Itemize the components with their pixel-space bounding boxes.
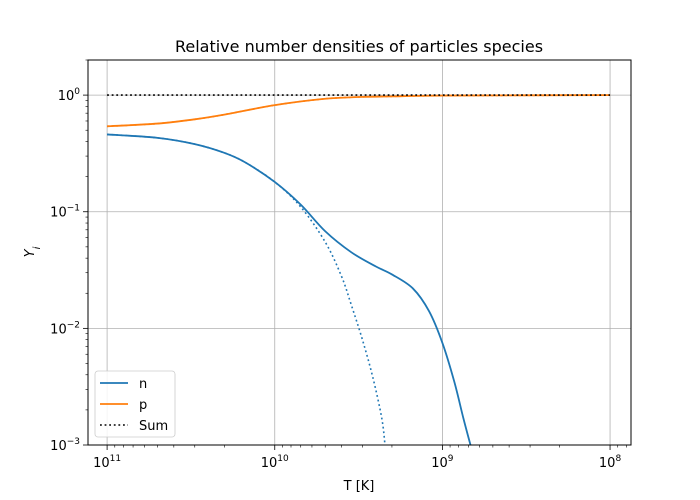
chart-title: Relative number densities of particles s… (175, 37, 543, 56)
legend-box (94, 370, 176, 438)
legend-label-n: n (139, 377, 147, 392)
legend-label-sum: Sum (139, 419, 168, 434)
legend: np Sum (94, 370, 176, 438)
plot-frame (87, 59, 632, 446)
series-line-1-dotted (107, 133, 386, 445)
legend-label-p: p (139, 398, 147, 413)
y-axis-label: Yi (23, 246, 43, 257)
series-line-3-dotted (107, 94, 611, 128)
series-clip-group (107, 94, 611, 445)
x-axis-label: T [K] (343, 479, 375, 494)
series-layer (107, 94, 611, 445)
